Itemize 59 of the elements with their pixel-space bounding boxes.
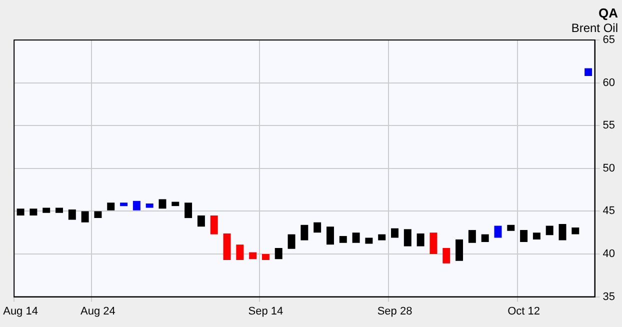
bar [532, 232, 540, 240]
bar [481, 234, 489, 242]
bar [223, 233, 231, 260]
bar [68, 209, 76, 220]
bar [404, 229, 412, 246]
bar [314, 222, 322, 233]
bar [146, 203, 154, 208]
bar [378, 234, 386, 240]
bar [442, 248, 450, 264]
bar [520, 230, 528, 242]
bar [365, 238, 373, 244]
bar [494, 226, 502, 238]
bar [16, 208, 24, 216]
bar [30, 208, 38, 216]
bar [81, 211, 89, 222]
bar [300, 224, 308, 240]
y-tick-label: 35 [602, 290, 616, 303]
x-tick-label: Aug 24 [80, 305, 116, 318]
bar [197, 215, 205, 227]
bar [172, 202, 180, 206]
bar [572, 227, 580, 234]
bar [430, 232, 438, 254]
bar [391, 228, 398, 238]
bar [507, 224, 515, 231]
bar [210, 215, 218, 234]
y-tick-label: 65 [602, 34, 616, 46]
y-tick-label: 60 [602, 76, 616, 89]
bar [236, 244, 244, 260]
bar [456, 239, 464, 261]
bar [468, 230, 476, 243]
bar [132, 200, 140, 210]
bar [184, 202, 192, 218]
bar [42, 208, 50, 213]
bar [558, 224, 566, 240]
bar [339, 236, 347, 243]
bar [158, 199, 166, 209]
bar [584, 68, 592, 76]
bar [352, 232, 360, 243]
chart-subtitle: Brent Oil [571, 21, 618, 36]
bar [416, 233, 424, 246]
y-tick-label: 50 [602, 162, 616, 174]
bar [288, 234, 296, 249]
x-tick-label: Sep 14 [248, 305, 284, 318]
bar [56, 208, 63, 213]
chart-title: QA [598, 5, 619, 20]
bar [326, 226, 334, 245]
y-tick-label: 40 [602, 248, 616, 260]
x-tick-label: Sep 28 [377, 305, 412, 318]
bar [274, 248, 282, 260]
y-tick-label: 45 [602, 205, 616, 218]
bar [120, 202, 128, 206]
bar [107, 202, 115, 210]
x-tick-label: Aug 14 [3, 305, 38, 318]
bar [249, 252, 257, 260]
x-tick-label: Oct 12 [508, 305, 540, 318]
bar [94, 211, 102, 218]
y-tick-label: 55 [602, 120, 616, 132]
bar [262, 254, 270, 260]
bar [546, 226, 554, 236]
